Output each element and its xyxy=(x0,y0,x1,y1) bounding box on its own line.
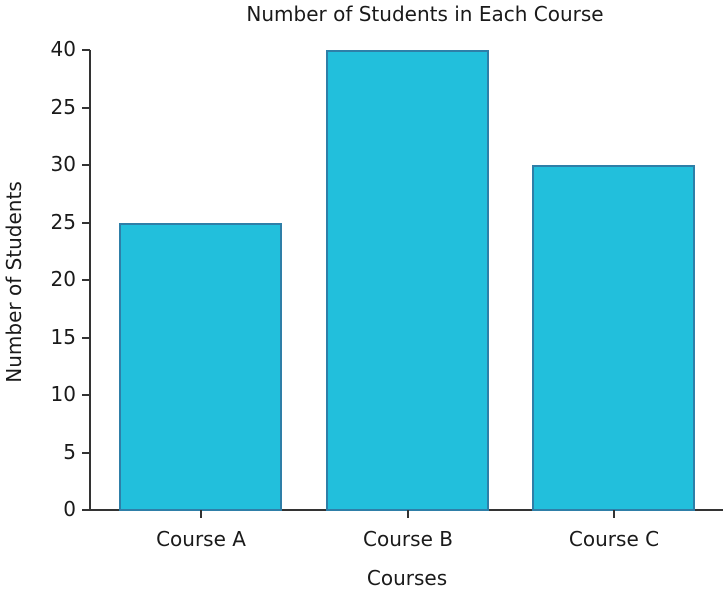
chart-title: Number of Students in Each Course xyxy=(246,2,604,26)
y-tick-label: 5 xyxy=(63,439,76,464)
y-tick-label: 20 xyxy=(50,267,76,291)
y-tick-label: 15 xyxy=(50,324,76,349)
y-tick xyxy=(82,336,90,339)
x-tick xyxy=(407,510,409,518)
bar-course-c xyxy=(532,165,695,511)
x-tick-label: Course C xyxy=(568,527,660,551)
y-tick xyxy=(82,106,90,109)
y-tick-label: 10 xyxy=(50,382,76,406)
x-tick xyxy=(200,510,202,518)
y-tick xyxy=(82,451,90,454)
x-axis-label: Courses xyxy=(366,566,448,590)
y-tick xyxy=(82,509,90,511)
y-tick-label: 40 xyxy=(50,37,76,61)
bar-course-a xyxy=(119,223,282,511)
y-tick-label: 30 xyxy=(50,152,76,176)
y-axis-line xyxy=(89,50,91,511)
y-tick-label: 25 xyxy=(50,94,76,119)
y-tick xyxy=(82,279,90,281)
y-tick xyxy=(82,394,90,396)
y-tick-label: 25 xyxy=(50,209,76,234)
x-tick xyxy=(613,510,615,518)
x-tick-label: Course A xyxy=(156,527,246,551)
x-tick-label: Course B xyxy=(363,527,453,551)
y-tick xyxy=(82,221,90,224)
y-tick xyxy=(82,164,90,166)
y-axis-label: Number of Students xyxy=(2,181,26,383)
bar-course-b xyxy=(326,50,489,511)
y-tick xyxy=(82,49,90,51)
y-tick-label: 0 xyxy=(63,497,76,521)
